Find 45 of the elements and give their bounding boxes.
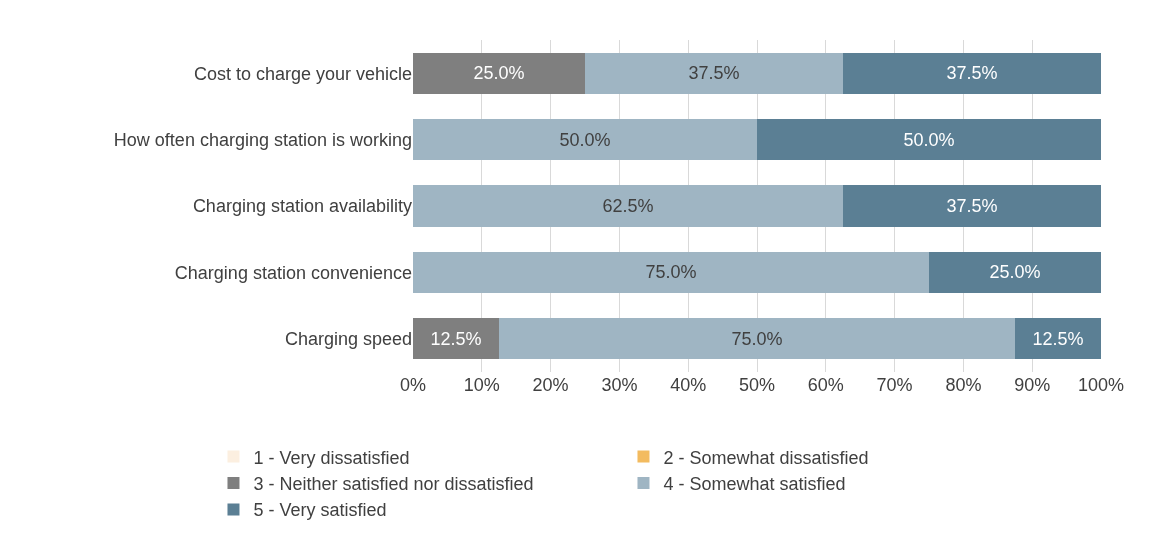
x-tick-label: 40%: [670, 375, 707, 395]
bar: [843, 52, 1101, 94]
data-label: 12.5%: [1032, 328, 1084, 349]
x-tick-label: 90%: [1014, 375, 1051, 395]
bar: [585, 52, 843, 94]
x-tick-label: 80%: [945, 375, 982, 395]
legend-label: 5 - Very satisfied: [253, 500, 387, 521]
bar: [413, 119, 757, 161]
x-tick-label: 100%: [1077, 375, 1125, 395]
x-tick-label: 60%: [807, 375, 844, 395]
data-label: 12.5%: [430, 328, 482, 349]
legend-label: 2 - Somewhat dissatisfied: [663, 447, 869, 468]
data-label: 25.0%: [989, 262, 1041, 283]
bar: [413, 318, 499, 360]
data-label: 62.5%: [602, 196, 654, 216]
x-tick-label: 70%: [876, 375, 913, 395]
y-tick-label: Cost to charge your vehicle: [193, 63, 412, 84]
data-label: 50.0%: [559, 129, 611, 150]
bar: [843, 185, 1101, 227]
data-label: 37.5%: [946, 63, 998, 84]
x-tick-label: 30%: [601, 375, 638, 395]
bar: [757, 119, 1101, 161]
y-tick-label: Charging speed: [284, 329, 412, 350]
data-label: 37.5%: [688, 63, 740, 84]
bar: [929, 251, 1101, 293]
bar: [413, 52, 585, 94]
bar: [499, 318, 1015, 360]
y-tick-label: Charging station availability: [192, 196, 412, 217]
data-label: 25.0%: [473, 63, 525, 84]
data-label: 37.5%: [946, 196, 998, 216]
bar: [1015, 318, 1101, 360]
bar: [413, 251, 929, 293]
x-tick-label: 20%: [532, 375, 569, 395]
y-tick-label: Charging station convenience: [174, 262, 412, 283]
x-tick-label: 10%: [463, 375, 500, 395]
legend-label: 4 - Somewhat satisfied: [663, 474, 846, 495]
legend-label: 1 - Very dissatisfied: [253, 447, 410, 468]
data-label: 75.0%: [645, 262, 697, 283]
legend-label: 3 - Neither satisfied nor dissatisfied: [253, 474, 534, 495]
y-tick-label: How often charging station is working: [113, 129, 412, 150]
data-label: 50.0%: [903, 129, 955, 150]
data-label: 75.0%: [731, 328, 783, 349]
x-tick-label: 0%: [399, 375, 427, 395]
x-tick-label: 50%: [738, 375, 776, 395]
bar: [413, 185, 843, 227]
